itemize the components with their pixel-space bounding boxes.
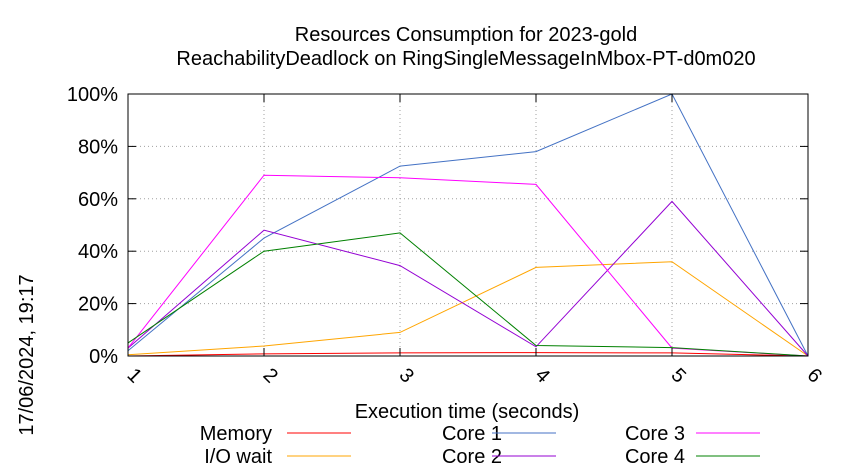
series-line-core-1 [127, 93, 809, 357]
y-tick-label: 80% [78, 136, 118, 158]
series-line-i-o-wait [127, 261, 809, 357]
plot-frame [127, 93, 809, 357]
y-tick-label: 60% [78, 189, 118, 211]
legend-label-core-1: Core 1 [442, 423, 502, 445]
x-tick-label: 2 [259, 364, 282, 387]
y-axis-ticks: 0% 20% 40% 60% 80% 100% [67, 84, 808, 368]
y-tick-label: 20% [78, 294, 118, 316]
legend-label-i-o-wait: I/O wait [204, 446, 272, 468]
x-tick-label: 3 [395, 364, 418, 387]
timestamp-label: 17/06/2024, 19:17 [16, 274, 38, 435]
series-line-core-4 [127, 232, 809, 357]
y-tick-label: 0% [89, 346, 118, 368]
x-tick-label: 6 [803, 364, 826, 387]
x-tick-label: 1 [123, 364, 146, 387]
legend-label-core-4: Core 4 [625, 446, 685, 468]
x-tick-label: 4 [531, 364, 554, 387]
x-axis-label: Execution time (seconds) [355, 401, 580, 423]
grid [128, 94, 808, 356]
x-tick-label: 5 [667, 364, 690, 387]
series-line-core-3 [127, 174, 809, 357]
x-axis-ticks: 1 2 3 4 5 6 [123, 94, 826, 387]
series-line-memory [127, 352, 809, 357]
legend-label-memory: Memory [200, 423, 272, 445]
y-tick-label: 40% [78, 241, 118, 263]
series-line-core-2 [127, 200, 809, 357]
chart-title: Resources Consumption for 2023-gold [295, 24, 637, 46]
chart-subtitle: ReachabilityDeadlock on RingSingleMessag… [176, 48, 755, 70]
series-lines [127, 93, 809, 357]
legend-label-core-2: Core 2 [442, 446, 502, 468]
legend-label-core-3: Core 3 [625, 423, 685, 445]
y-tick-label: 100% [67, 84, 118, 106]
